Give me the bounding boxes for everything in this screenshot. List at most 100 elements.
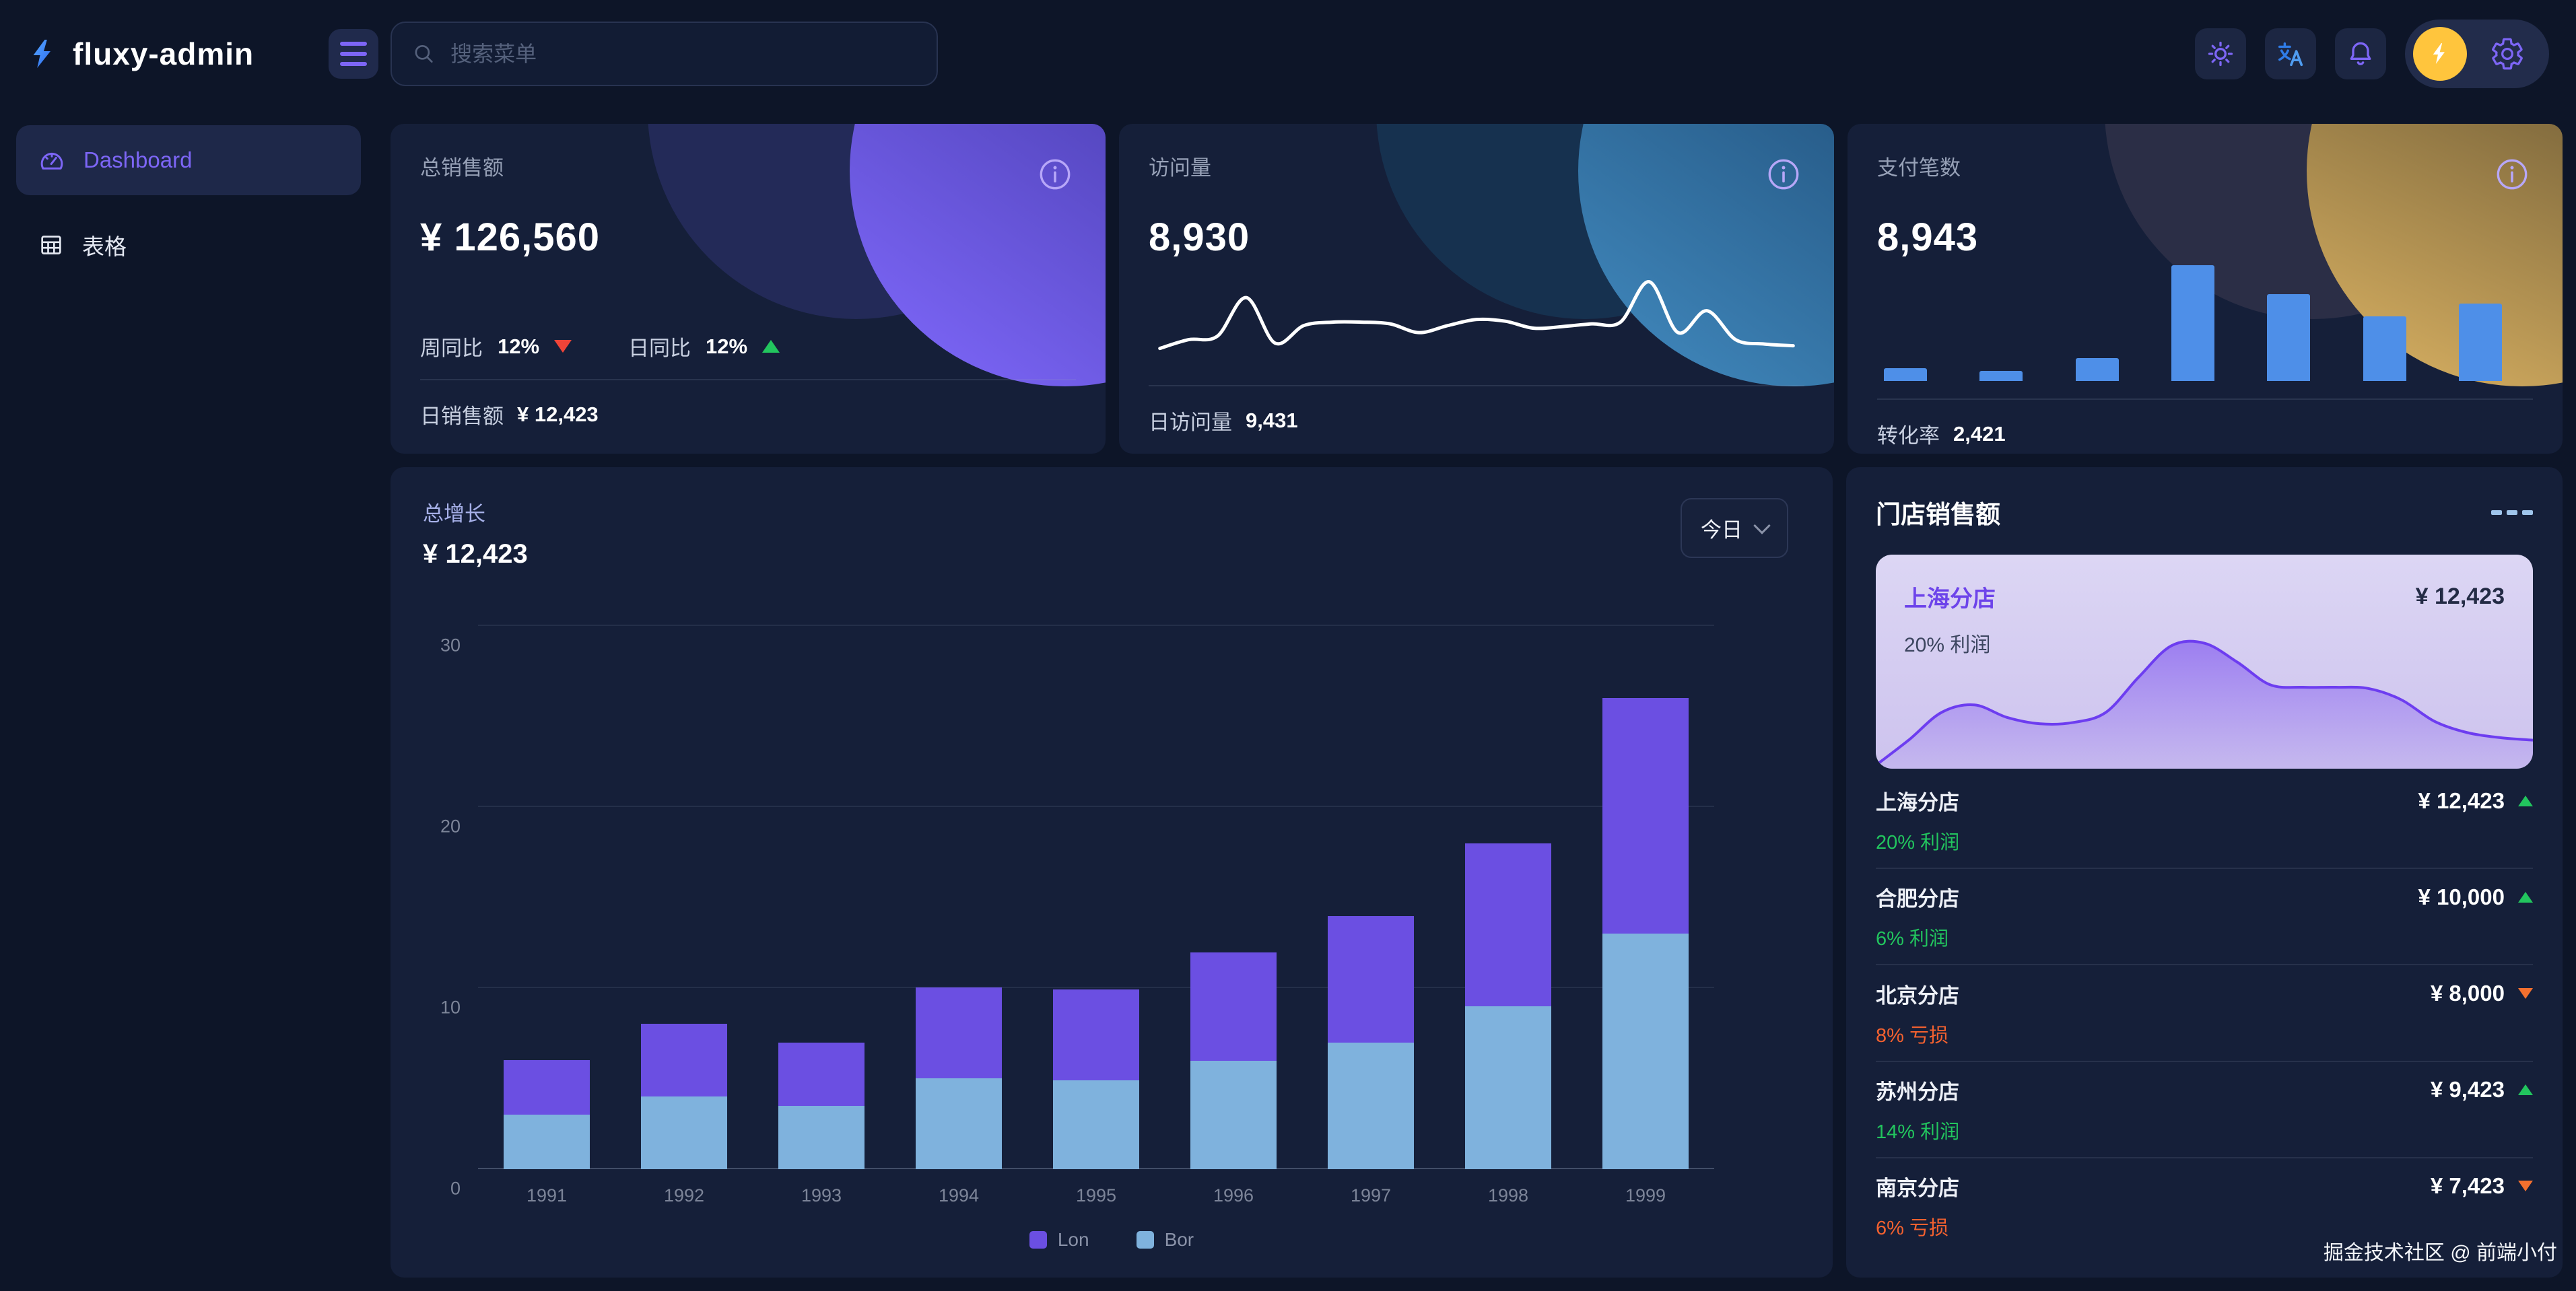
store-name: 南京分店 <box>1876 1176 1959 1200</box>
bar-segment-bor <box>1053 1080 1139 1169</box>
gridline: 10 <box>440 987 1714 1018</box>
sidebar-item-label: 表格 <box>82 234 127 259</box>
store-profit-loss: 20% 利润 <box>1876 832 1960 854</box>
gridline: 20 <box>440 806 1714 837</box>
legend-item-lon[interactable]: Lon <box>1029 1229 1089 1251</box>
legend-label: Bor <box>1164 1229 1194 1250</box>
store-sales-card: 门店销售额 上海分店 ¥ 12,423 20% 利润 上海分店 ¥ 12,423 2… <box>1846 467 2563 1278</box>
x-axis-tick: 1993 <box>801 1185 842 1206</box>
day-ratio-label: 日同比 <box>628 337 691 360</box>
bar-segment-bor <box>778 1106 865 1169</box>
trend-up-icon <box>2518 891 2533 903</box>
language-switch-button[interactable] <box>2265 28 2316 79</box>
menu-search[interactable] <box>391 22 938 86</box>
gauge-icon <box>40 152 63 170</box>
user-avatar[interactable] <box>2413 27 2467 81</box>
payments-value: 8,943 <box>1877 215 1979 259</box>
mini-bar <box>2075 358 2119 381</box>
sidebar-item-table[interactable]: 表格 <box>16 210 361 280</box>
conversion-label: 转化率 <box>1877 424 1940 448</box>
mini-bar <box>1979 371 2023 381</box>
x-axis-tick: 1995 <box>1075 1185 1117 1206</box>
bar-segment-lon <box>504 1060 590 1115</box>
mini-bar <box>2458 304 2502 381</box>
sidebar-nav: Dashboard 表格 <box>0 108 377 1291</box>
menu-toggle-button[interactable] <box>329 29 378 79</box>
sidebar-item-dashboard[interactable]: Dashboard <box>16 125 361 195</box>
translate-icon <box>2278 42 2303 67</box>
info-icon[interactable] <box>1765 156 1802 196</box>
store-profit-loss: 6% 利润 <box>1876 928 1948 950</box>
growth-chart-card: 总增长 ¥ 12,423 今日 0 10 20 30 1991 1992 1993 1994… <box>391 467 1833 1278</box>
trend-up-icon <box>2518 1084 2533 1096</box>
date-range-select[interactable]: 今日 <box>1681 498 1788 558</box>
app-logo: fluxy-admin <box>27 36 329 72</box>
legend-item-bor[interactable]: Bor <box>1136 1229 1194 1251</box>
gridline: 30 <box>440 625 1714 656</box>
bar-segment-bor <box>641 1096 727 1169</box>
mini-bar <box>2363 316 2406 381</box>
info-icon[interactable] <box>1037 156 1073 196</box>
top-store-value: ¥ 12,423 <box>2415 584 2505 609</box>
growth-value: ¥ 12,423 <box>423 539 528 569</box>
bell-icon <box>2350 42 2371 65</box>
menu-icon <box>340 42 367 46</box>
bar-segment-lon <box>1328 916 1414 1043</box>
week-ratio-label: 周同比 <box>420 337 483 360</box>
bar-group-1991 <box>478 1060 615 1169</box>
trend-up-icon <box>762 340 780 353</box>
sidebar-item-label: Dashboard <box>83 147 193 172</box>
store-row[interactable]: 苏州分店 ¥ 9,423 14% 利润 <box>1876 1062 2533 1158</box>
visits-value: 8,930 <box>1149 215 1250 259</box>
x-axis-tick: 1997 <box>1350 1185 1392 1206</box>
week-ratio-value: 12% <box>498 334 540 358</box>
trend-up-icon <box>2518 795 2533 806</box>
legend-label: Lon <box>1057 1229 1089 1250</box>
search-icon <box>415 44 433 63</box>
legend-swatch <box>1136 1231 1154 1249</box>
store-row[interactable]: 南京分店 ¥ 7,423 6% 亏损 <box>1876 1158 2533 1253</box>
visits-sparkline-chart <box>1149 260 1804 368</box>
trend-down-icon <box>2518 988 2533 999</box>
top-store-highlight: 上海分店 ¥ 12,423 20% 利润 <box>1876 555 2533 769</box>
daily-visits-value: 9,431 <box>1246 408 1298 432</box>
card-title: 支付笔数 <box>1877 156 1961 180</box>
bar-segment-lon <box>641 1024 727 1096</box>
card-title: 总销售额 <box>420 156 504 180</box>
store-value: ¥ 12,423 <box>2418 788 2505 813</box>
store-value: ¥ 9,423 <box>2430 1077 2505 1103</box>
y-axis-tick: 30 <box>440 635 461 656</box>
trend-down-icon <box>554 340 572 353</box>
theme-toggle-button[interactable] <box>2195 28 2246 79</box>
user-settings-group <box>2405 20 2549 88</box>
main-content: 总销售额 ¥ 126,560 周同比 12% 日同比 <box>377 108 2576 1291</box>
search-input[interactable] <box>450 41 916 67</box>
topbar: fluxy-admin <box>0 0 2576 108</box>
notifications-button[interactable] <box>2335 28 2386 79</box>
gear-icon[interactable] <box>2490 36 2525 71</box>
charts-row: 总增长 ¥ 12,423 今日 0 10 20 30 1991 1992 1993 1994… <box>391 467 2563 1278</box>
bar-segment-bor <box>1328 1043 1414 1169</box>
bar-segment-lon <box>1602 698 1689 934</box>
legend-swatch <box>1029 1231 1047 1249</box>
growth-stacked-bar-chart: 0 10 20 30 <box>440 625 1714 1199</box>
sales-comparison-row: 周同比 12% 日同比 12% <box>420 331 1076 361</box>
info-icon[interactable] <box>2494 156 2530 196</box>
bar-segment-lon <box>1465 843 1551 1006</box>
x-axis-tick: 1991 <box>526 1185 568 1206</box>
divider <box>1877 398 2533 400</box>
y-axis-tick: 10 <box>440 997 461 1018</box>
bar-segment-bor <box>1190 1061 1277 1169</box>
mini-bar <box>2267 294 2311 381</box>
more-options-icon[interactable] <box>2491 503 2533 522</box>
daily-sales-value: ¥ 12,423 <box>517 402 599 426</box>
store-row[interactable]: 上海分店 ¥ 12,423 20% 利润 <box>1876 773 2533 870</box>
bar-group-1995 <box>1027 989 1165 1169</box>
date-range-value: 今日 <box>1701 518 1742 542</box>
store-row[interactable]: 北京分店 ¥ 8,000 8% 亏损 <box>1876 965 2533 1062</box>
store-row[interactable]: 合肥分店 ¥ 10,000 6% 利润 <box>1876 869 2533 966</box>
bar-segment-lon <box>916 987 1002 1078</box>
mini-bar <box>1884 368 1927 381</box>
bar-segment-lon <box>1190 952 1277 1061</box>
